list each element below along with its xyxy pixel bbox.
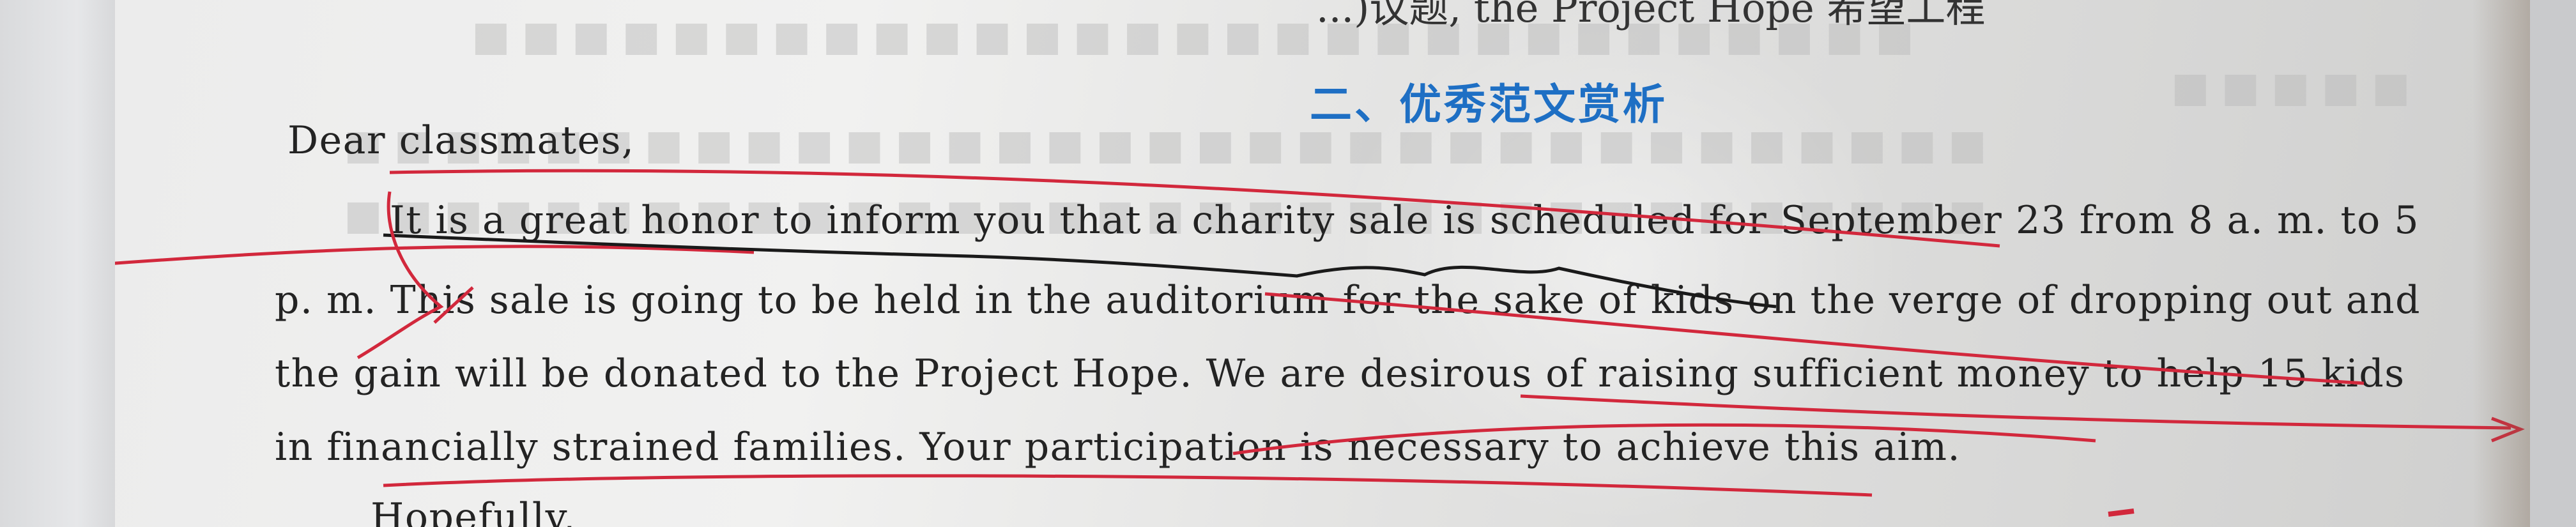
header-line: ...)议题, the Project Hope 希望工程 xyxy=(1316,0,1986,31)
essay-line-3: the gain will be donated to the Project … xyxy=(275,351,2405,396)
red-underline-2 xyxy=(115,245,755,265)
salutation: Dear classmates, xyxy=(288,118,635,163)
section-title: 二、优秀范文赏析 xyxy=(1310,80,1667,129)
essay-line-1: It is a great honor to inform you that a… xyxy=(390,198,2420,243)
red-arrow-tip xyxy=(2491,416,2525,443)
essay-line-5: Hopefully, xyxy=(371,495,576,527)
red-strike-line xyxy=(1264,292,2365,385)
red-strike-line-2 xyxy=(1520,394,2511,430)
red-underline-3 xyxy=(1232,423,2096,455)
book-page: ■■■■■■■■■■■■■■■■■■■■■■■■■■■■■ ■■■■■■■■■■… xyxy=(115,0,2530,527)
essay-line-4: in financially strained families. Your p… xyxy=(275,425,1961,470)
red-underline-4 xyxy=(383,474,1873,497)
light-glare xyxy=(1329,0,1904,527)
pen-annotations xyxy=(115,169,2525,517)
black-wavy-underline xyxy=(383,233,1777,309)
red-bracket xyxy=(433,286,474,324)
red-mark-bottom xyxy=(2108,508,2135,517)
red-underline-1 xyxy=(389,169,2000,248)
page-edge-shadow xyxy=(2472,0,2530,527)
red-paragraph-mark xyxy=(356,191,444,360)
